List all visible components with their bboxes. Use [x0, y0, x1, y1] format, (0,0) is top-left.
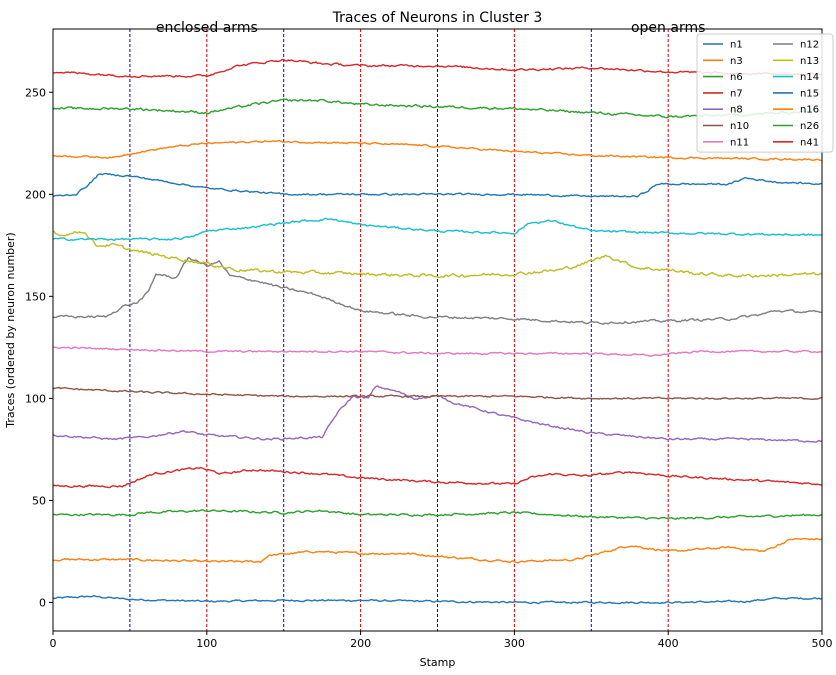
trace-n14: [52, 217, 823, 242]
x-axis-ticks: 0 100 200 300 400 500: [50, 631, 833, 650]
y-tick-label: 0: [39, 596, 46, 609]
trace-n41: [52, 58, 823, 79]
trace-n15: [52, 172, 823, 198]
trace-n6: [52, 509, 823, 520]
legend-entry: n14: [800, 72, 819, 83]
plot-frame: [52, 28, 823, 632]
legend-entry: n10: [730, 121, 749, 132]
legend-entry: n12: [800, 40, 819, 51]
legend-entry: n11: [730, 137, 749, 148]
x-tick-label: 200: [350, 637, 371, 650]
legend-entry: n16: [800, 105, 819, 116]
legend-box: [696, 33, 834, 153]
legend-entry: n13: [800, 56, 819, 67]
y-axis-label: Traces (ordered by neuron number): [4, 232, 17, 428]
legend-entry: n41: [800, 137, 819, 148]
trace-n12: [52, 257, 823, 325]
legend-entry: n7: [730, 88, 743, 99]
x-tick-label: 100: [196, 637, 217, 650]
x-tick-label: 400: [658, 637, 679, 650]
trace-n1: [52, 595, 823, 605]
trace-n10: [52, 386, 823, 400]
trace-n26: [52, 98, 823, 119]
neuron-traces: [52, 58, 823, 605]
chart-title: Traces of Neurons in Cluster 3: [332, 10, 543, 26]
stage-divider-lines: [129, 29, 669, 631]
legend-entry: n1: [730, 40, 743, 51]
y-tick-label: 50: [32, 494, 46, 507]
y-axis-ticks: 0 50 100 150 200 250: [25, 86, 53, 609]
x-tick-label: 300: [504, 637, 525, 650]
trace-n7: [52, 466, 823, 489]
y-tick-label: 150: [25, 290, 46, 303]
x-tick-label: 0: [50, 637, 57, 650]
y-tick-label: 200: [25, 188, 46, 201]
annotation-open-arms: open arms: [631, 20, 705, 36]
legend-entry: n8: [730, 105, 743, 116]
y-tick-label: 250: [25, 86, 46, 99]
trace-n16: [52, 139, 823, 162]
legend-entry: n26: [800, 121, 819, 132]
x-axis-label: Stamp: [420, 656, 456, 669]
legend-entry: n3: [730, 56, 743, 67]
y-tick-label: 100: [25, 392, 46, 405]
trace-n13: [52, 230, 823, 279]
x-tick-label: 500: [812, 637, 833, 650]
trace-n3: [52, 537, 823, 564]
trace-n11: [53, 346, 823, 357]
legend-entry: n15: [800, 88, 819, 99]
annotation-enclosed-arms: enclosed arms: [156, 20, 258, 36]
legend-entry: n6: [730, 72, 743, 83]
legend: n1 n3 n6 n7 n8 n10 n11 n12 n13 n14 n15 n16 n26 n41: [696, 33, 834, 153]
